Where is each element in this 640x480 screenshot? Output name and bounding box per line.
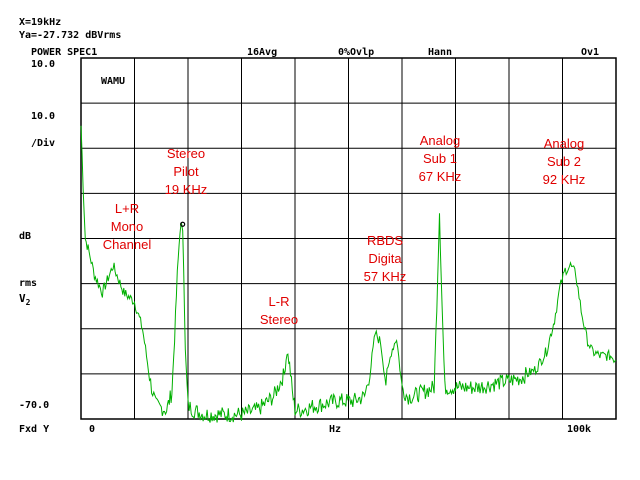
overlap-label: 0%Ovlp: [338, 47, 375, 58]
window-label: Hann: [428, 47, 453, 58]
y-bottom-label: -70.0: [19, 400, 50, 411]
fixed-y-label: Fxd Y: [19, 424, 50, 435]
marker-x-readout: X=19kHz: [19, 17, 62, 28]
averaging-label: 16Avg: [247, 47, 278, 58]
spectrum-trace: [80, 125, 617, 423]
marker-y-readout: Ya=-27.732 dBVrms: [19, 30, 122, 41]
y-scale-unit: /Div: [31, 138, 56, 149]
annotation-mono-channel: L+R Mono Channel: [102, 201, 152, 252]
trace-label: WAMU: [101, 76, 126, 87]
x-end-label: 100k: [567, 424, 592, 435]
annotation-analog-sub2: Analog Sub 2 92 KHz: [542, 136, 586, 187]
y-unit-db: dB: [19, 231, 32, 242]
annotation-rbds: RBDS Digita 57 KHz: [363, 233, 407, 284]
grid: [81, 58, 616, 419]
overload-label: Ov1: [581, 47, 600, 58]
annotation-stereo-pilot: Stereo Pilot 19 KHz: [164, 146, 208, 197]
y-top-label: 10.0: [31, 59, 56, 70]
annotation-lr-stereo: L-R Stereo: [259, 294, 299, 327]
x-unit-label: Hz: [329, 424, 342, 435]
y-unit-rms: rms: [19, 278, 38, 289]
measurement-title: POWER SPEC1: [31, 47, 98, 58]
y-unit-v: V2: [19, 292, 31, 308]
annotation-analog-sub1: Analog Sub 1 67 KHz: [418, 133, 462, 184]
y-scale-value: 10.0: [31, 111, 56, 122]
marker-point: [180, 221, 186, 227]
x-start-label: 0: [89, 424, 96, 435]
